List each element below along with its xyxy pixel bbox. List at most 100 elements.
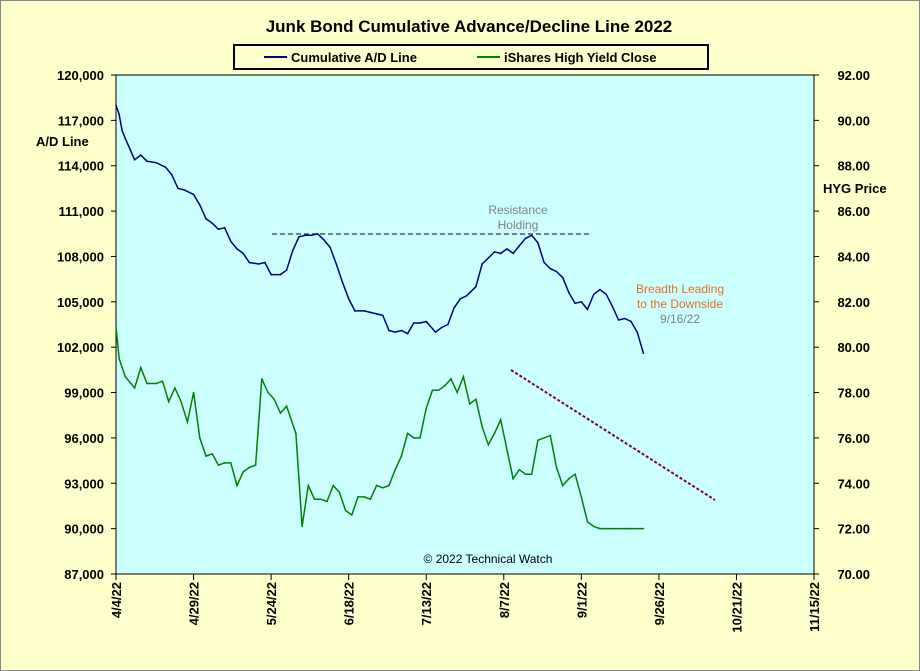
right-axis-label: HYG Price	[823, 181, 887, 196]
hyg-point	[319, 498, 322, 501]
ad-point	[611, 305, 614, 308]
hyg-point	[611, 527, 614, 530]
hyg-point	[254, 464, 257, 466]
copyright-text: © 2022 Technical Watch	[424, 552, 553, 566]
ad-point	[164, 166, 167, 168]
hyg-point	[248, 466, 251, 469]
ad-point	[304, 234, 307, 237]
hyg-point	[475, 398, 477, 401]
left-tick-label: 108,000	[57, 249, 104, 264]
ad-point	[512, 252, 514, 255]
ad-point	[329, 246, 331, 249]
x-tick-label: 5/24/22	[264, 582, 279, 625]
ad-point	[217, 228, 220, 230]
ad-point	[236, 248, 238, 250]
x-axis: 4/4/22 4/29/22 5/24/22 6/18/22 7/13/22 8/7/22…	[109, 574, 822, 633]
hyg-point	[186, 421, 189, 423]
ad-point	[406, 332, 409, 335]
ad-point	[453, 307, 455, 309]
ad-point	[140, 154, 142, 156]
right-tick-label: 74.00	[837, 476, 870, 491]
hyg-point	[636, 527, 638, 530]
hyg-point	[363, 496, 366, 498]
annotation-resistance-1: Resistance	[488, 203, 548, 217]
left-tick-label: 114,000	[58, 159, 104, 174]
x-tick-label: 11/15/22	[807, 582, 822, 632]
ad-point	[155, 161, 158, 164]
ad-point	[592, 293, 595, 296]
hyg-point	[586, 521, 589, 523]
left-tick-label: 120,000	[57, 68, 104, 83]
hyg-point	[431, 389, 434, 392]
ad-point	[530, 234, 533, 237]
x-tick-label: 10/21/22	[729, 582, 744, 633]
right-tick-label: 70.00	[837, 567, 870, 582]
hyg-point	[512, 477, 514, 480]
hyg-point	[242, 471, 244, 473]
hyg-point	[642, 527, 645, 530]
ad-point	[543, 261, 545, 264]
hyg-point	[574, 473, 576, 476]
hyg-point	[261, 378, 263, 380]
hyg-point	[456, 391, 459, 394]
hyg-point	[406, 432, 409, 435]
hyg-point	[351, 514, 353, 516]
ad-point	[171, 174, 173, 176]
ad-point	[440, 326, 443, 329]
hyg-point	[493, 432, 496, 435]
hyg-point	[121, 366, 123, 369]
hyg-point	[555, 466, 558, 469]
ad-point	[617, 319, 620, 321]
ad-point	[419, 322, 421, 324]
hyg-point	[543, 437, 545, 439]
ad-point	[487, 257, 490, 259]
ad-point	[624, 317, 626, 320]
hyg-point	[307, 484, 310, 487]
ad-point	[434, 331, 437, 333]
hyg-point	[217, 464, 220, 466]
hyg-point	[394, 468, 397, 471]
ad-point	[211, 222, 213, 224]
annotation-breadth-1: Breadth Leading	[636, 282, 724, 296]
ad-point	[146, 160, 148, 162]
ad-point	[465, 295, 468, 297]
hyg-point	[133, 387, 136, 389]
hyg-point	[530, 473, 533, 476]
ad-point	[580, 301, 583, 303]
right-tick-label: 88.00	[837, 159, 870, 174]
hyg-point	[568, 477, 570, 480]
ad-point	[537, 242, 539, 244]
hyg-point	[357, 496, 359, 498]
ad-point	[388, 329, 390, 332]
hyg-point	[468, 403, 471, 405]
ad-point	[400, 329, 403, 332]
ad-point	[363, 310, 366, 312]
ad-point	[230, 240, 232, 243]
hyg-point	[199, 437, 201, 439]
hyg-point	[326, 500, 328, 503]
hyg-point	[180, 400, 182, 403]
chart-title: Junk Bond Cumulative Advance/Decline Lin…	[266, 17, 673, 36]
hyg-point	[462, 375, 465, 378]
left-tick-label: 93,000	[64, 476, 104, 491]
ad-point	[121, 130, 123, 132]
annotation-resistance-2: Holding	[498, 218, 539, 232]
ad-point	[599, 288, 601, 291]
ad-point	[642, 352, 645, 355]
ad-point	[481, 263, 483, 265]
hyg-point	[279, 412, 282, 414]
ad-point	[124, 137, 127, 140]
hyg-point	[382, 487, 384, 489]
hyg-point	[444, 384, 446, 387]
ad-point	[447, 323, 449, 326]
right-tick-label: 78.00	[837, 386, 870, 401]
hyg-point	[499, 419, 502, 421]
hyg-point	[146, 382, 148, 385]
ad-point	[354, 310, 356, 312]
ad-point	[347, 298, 350, 300]
ad-point	[115, 104, 117, 106]
plot-area	[115, 74, 815, 575]
hyg-point	[155, 382, 158, 385]
x-tick-label: 6/18/22	[342, 582, 357, 625]
ad-point	[605, 293, 607, 296]
